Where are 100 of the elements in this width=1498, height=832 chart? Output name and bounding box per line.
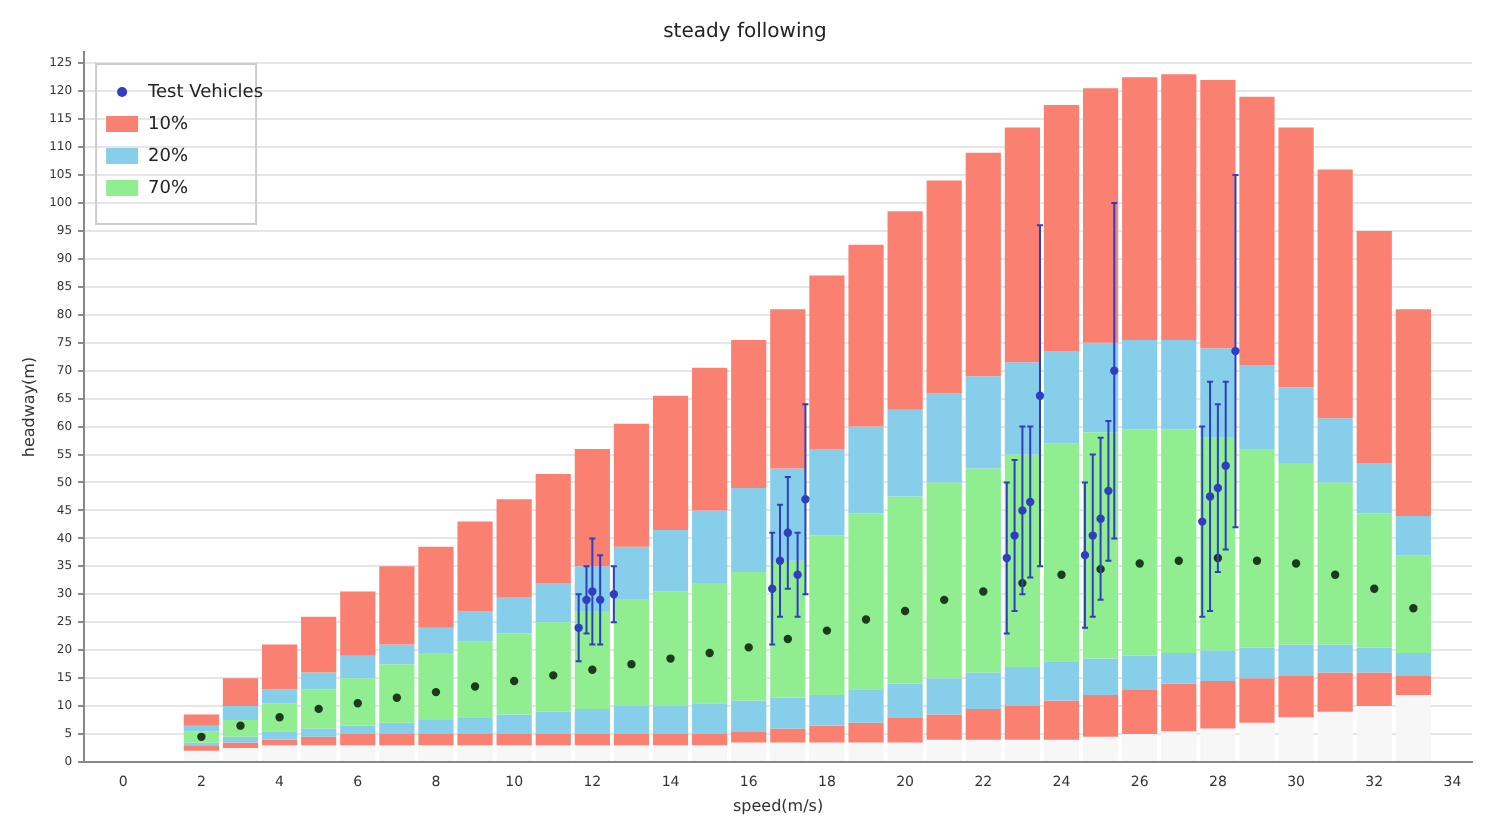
bar (301, 672, 337, 690)
bar (1317, 418, 1353, 483)
bar (613, 599, 650, 707)
bar (1043, 351, 1080, 444)
bar (1395, 516, 1431, 556)
point (470, 682, 480, 691)
bar (535, 622, 571, 712)
bar (692, 583, 728, 704)
chart-title: steady following (663, 21, 827, 44)
bar (340, 678, 376, 726)
point (1252, 556, 1262, 565)
bar (926, 678, 962, 715)
bar (1356, 647, 1392, 673)
bar (1122, 339, 1158, 430)
bar (1083, 342, 1119, 433)
bar (574, 708, 610, 735)
bar (1043, 105, 1080, 352)
x-axis-title: speed(m/s) (732, 796, 824, 815)
bar (379, 722, 415, 735)
bar (496, 714, 532, 735)
bar (496, 633, 532, 715)
bar (1122, 77, 1158, 340)
bar (222, 678, 259, 707)
bar (887, 683, 923, 718)
bar (731, 700, 767, 732)
bar (887, 409, 923, 497)
bar (692, 367, 728, 511)
bar (1004, 127, 1040, 363)
bar (1161, 429, 1197, 653)
bar (261, 703, 298, 732)
bar (1122, 429, 1158, 656)
bar (496, 499, 532, 598)
bar (1004, 666, 1040, 707)
bar (965, 152, 1001, 377)
bar (1161, 652, 1197, 684)
bar (301, 728, 337, 737)
bar (379, 664, 415, 723)
bar (692, 703, 728, 735)
legend-label: 20% (148, 146, 190, 167)
bar (1161, 74, 1197, 340)
point (940, 595, 949, 605)
bar (965, 468, 1001, 673)
bar (340, 655, 376, 679)
point (705, 648, 714, 658)
bar (1004, 362, 1040, 455)
bar (1395, 675, 1431, 695)
bar (770, 309, 806, 469)
bar (535, 711, 571, 735)
point (1174, 556, 1183, 565)
bar (652, 591, 689, 707)
point (1409, 604, 1418, 613)
point (744, 643, 753, 652)
bar (887, 211, 923, 410)
bar (1356, 462, 1392, 514)
bar (183, 714, 219, 726)
bar (340, 725, 376, 735)
point (1135, 559, 1144, 568)
point (236, 721, 245, 730)
point (549, 671, 558, 680)
bar (965, 672, 1001, 709)
legend-label: 10% (148, 114, 190, 135)
bar (1395, 555, 1431, 653)
bar (1043, 443, 1080, 662)
bar (613, 423, 650, 547)
bar (340, 591, 376, 656)
bar (1043, 661, 1080, 701)
bar (965, 376, 1001, 469)
bar (1317, 169, 1353, 419)
bar (652, 395, 689, 530)
bar (652, 529, 689, 592)
point (1330, 570, 1340, 579)
bar (1200, 650, 1236, 681)
bar (887, 496, 923, 684)
bar (261, 731, 298, 740)
bar (1395, 652, 1431, 676)
point (979, 587, 988, 596)
bar (1161, 339, 1197, 430)
point (900, 606, 910, 616)
point (627, 659, 636, 669)
point (1370, 584, 1379, 593)
bar (731, 571, 767, 701)
bar (1395, 309, 1431, 517)
bar (301, 616, 337, 673)
bar (1356, 230, 1392, 463)
point (783, 634, 793, 644)
bar (222, 706, 259, 721)
point (353, 699, 362, 708)
bar (613, 546, 650, 600)
point (666, 654, 675, 663)
point (509, 676, 519, 686)
bar (770, 697, 806, 729)
bar (692, 510, 728, 584)
bar (652, 706, 689, 735)
bar (379, 566, 415, 645)
bar (1200, 79, 1236, 349)
bar (1317, 644, 1353, 673)
bar (535, 583, 571, 623)
bar (1083, 88, 1119, 343)
point (431, 687, 441, 697)
bar (261, 689, 298, 704)
